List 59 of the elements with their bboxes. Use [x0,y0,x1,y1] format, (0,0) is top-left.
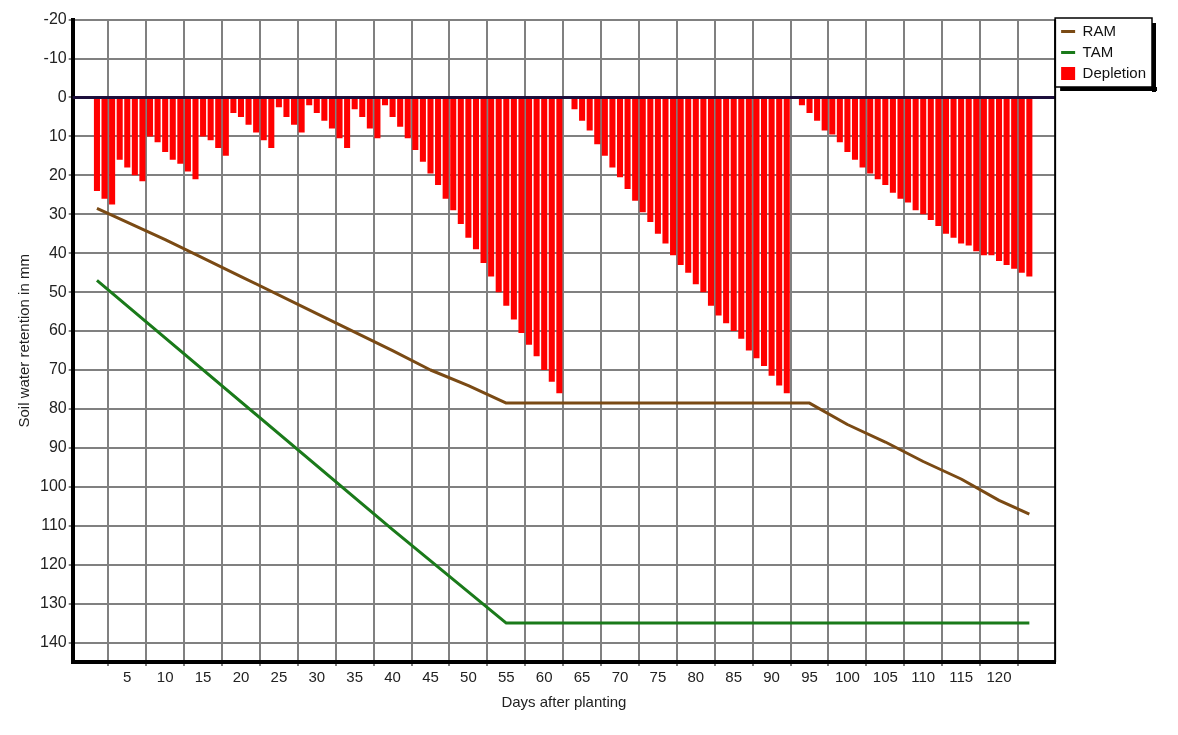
y-tick-label: 140 [39,632,67,650]
y-tick-label: 120 [39,555,67,573]
y-tick-label: 100 [39,477,67,495]
x-tick-label: 60 [535,668,553,686]
x-tick-label: 105 [872,668,898,686]
x-tick-label: 5 [123,668,132,686]
x-tick-label: 115 [949,668,974,686]
x-tick-label: 30 [308,668,326,686]
y-tick-label: 30 [48,204,67,222]
legend-label: RAM [1082,21,1116,39]
x-tick-label: 25 [270,668,288,686]
bar [93,98,100,191]
bar [472,98,480,250]
y-tick-label: 80 [48,399,67,417]
y-tick-label: 20 [48,165,67,183]
bar [526,98,533,345]
x-tick-label: 10 [156,668,174,686]
x-tick-label: 35 [346,668,364,686]
bar [783,98,790,394]
bar [616,98,624,178]
x-tick-label: 45 [422,668,439,686]
x-tick-label: 85 [725,668,743,686]
x-tick-label: 55 [497,668,515,686]
x-tick-label: 90 [763,668,780,686]
y-tick-label: 50 [48,282,67,300]
x-tick-label: 40 [384,668,401,686]
y-tick-label: 0 [57,87,67,105]
bar [237,98,245,117]
y-tick-label: 110 [41,516,67,534]
x-tick-label: 110 [911,668,936,686]
bar [942,98,949,234]
x-tick-label: 20 [232,668,250,686]
y-tick-label: 60 [48,321,67,339]
bar [146,98,154,137]
bar [707,98,714,306]
bar [761,98,768,367]
bar [996,98,1003,261]
x-tick-label: 75 [649,668,667,686]
x-tick-label: 120 [986,668,1012,686]
x-tick-label: 15 [194,668,212,686]
y-tick-label: 40 [48,243,67,261]
y-tick-label: 90 [48,438,67,456]
y-axis-title: Soil water retention in mm [15,254,33,428]
legend-label: Depletion [1082,63,1147,81]
x-tick-label: 65 [573,668,591,686]
bar [291,98,298,125]
legend-label: TAM [1082,42,1114,60]
y-tick-label: -10 [43,48,67,66]
x-axis-title: Days after planting [501,693,627,711]
y-tick-label: 130 [39,594,67,612]
x-tick-label: 80 [687,668,705,686]
y-tick-label: -20 [43,10,67,28]
y-tick-label: 70 [48,360,67,378]
x-tick-label: 50 [460,668,477,686]
x-tick-label: 70 [611,668,629,686]
x-tick-label: 95 [801,668,818,686]
y-tick-label: 10 [48,126,67,144]
bar [851,98,859,160]
x-tick-label: 100 [834,668,860,686]
